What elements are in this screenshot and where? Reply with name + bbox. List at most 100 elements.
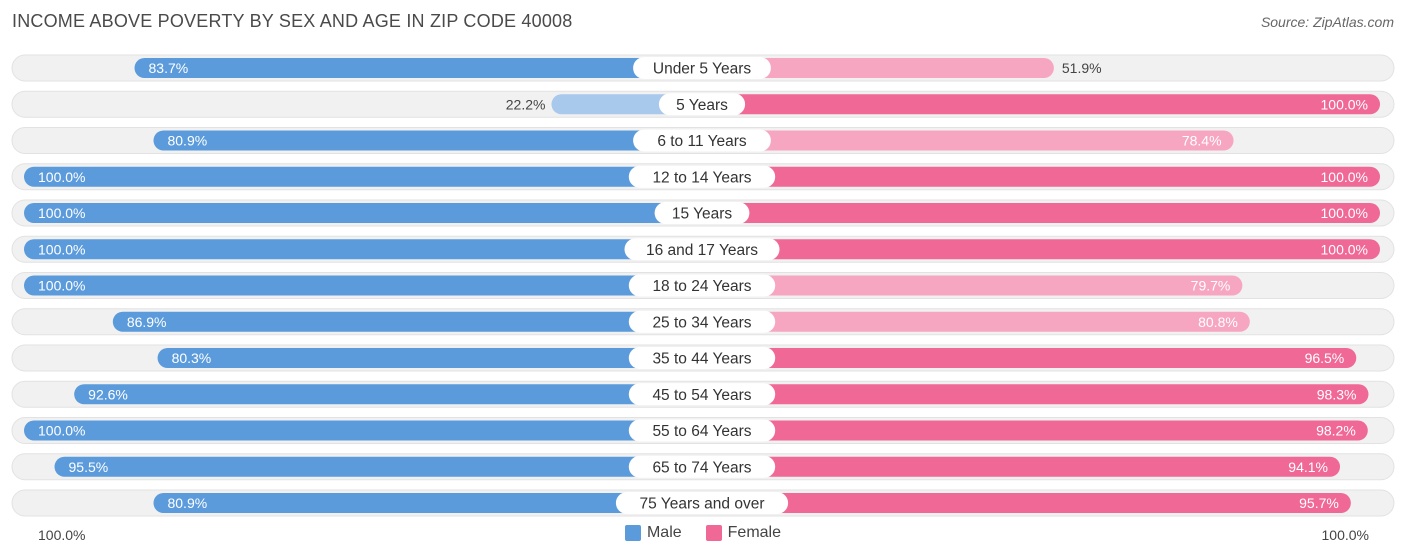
female-value-label: 98.2% [1316,423,1356,439]
female-value-label: 96.5% [1305,350,1345,366]
male-bar [24,239,702,260]
male-bar [24,203,702,223]
category-label: 25 to 34 Years [652,314,751,331]
category-label-pill [628,455,776,478]
female-value-label: 80.8% [1198,314,1238,330]
male-bar [134,58,702,78]
category-label: 75 Years and over [640,496,765,513]
female-value-label: 78.4% [1182,133,1222,149]
category-label-pill [633,57,771,79]
male-bar [24,420,702,441]
male-bar [157,348,703,368]
category-label-pill [624,238,780,261]
category-label: 6 to 11 Years [657,133,747,150]
female-value-label: 94.1% [1288,459,1328,475]
male-value-label: 100.0% [38,278,85,294]
legend: Male Female [0,524,1406,542]
chart-row: 92.6% 98.3% 45 to 54 Years [11,380,1395,408]
male-value-label: 100.0% [38,423,85,439]
female-bar [702,493,1351,513]
female-value-label: 100.0% [1321,169,1368,185]
category-label-pill [628,419,776,442]
legend-swatch-male [624,525,641,541]
male-value-label: 100.0% [38,205,85,221]
category-label: 18 to 24 Years [652,278,751,295]
female-bar [702,130,1234,151]
female-value-label: 95.7% [1299,495,1339,511]
category-label-pill [628,165,776,188]
category-label: 12 to 14 Years [652,169,751,186]
chart-row: 83.7% 51.9% Under 5 Years [11,54,1395,82]
male-value-label: 86.9% [127,314,167,330]
male-value-label: 80.9% [167,495,207,511]
category-label-pill [628,347,776,369]
female-bar [702,203,1380,223]
female-bar [702,348,1357,368]
female-bar [702,166,1380,187]
male-bar [153,493,703,513]
male-value-label: 80.9% [167,133,207,149]
female-bar [702,456,1340,477]
female-bar [702,94,1380,115]
chart-canvas: 83.7% 51.9% Under 5 Years 22.2% 100.0% 5 Year… [11,54,1395,517]
category-label: 35 to 44 Years [652,351,751,368]
female-bar [702,239,1380,260]
female-bar [702,384,1369,405]
chart-title: INCOME ABOVE POVERTY BY SEX AND AGE IN Z… [12,11,573,31]
axis-left-label: 100.0% [38,527,86,543]
category-label-pill [654,202,750,224]
chart-row: 86.9% 80.8% 25 to 34 Years [11,308,1395,336]
legend-swatch-female [705,525,722,541]
female-value-label: 100.0% [1321,241,1368,257]
category-label-pill [628,274,776,297]
category-label-pill [615,492,789,514]
chart-row: 100.0% 79.7% 18 to 24 Years [11,272,1395,299]
female-value-label: 100.0% [1321,205,1368,221]
category-label: 65 to 74 Years [652,459,751,476]
category-label-pill [628,310,776,333]
male-value-label: 95.5% [69,459,109,475]
category-label-pill [628,383,776,406]
male-bar [24,275,702,296]
male-value-label: 100.0% [38,169,85,185]
male-bar [74,384,702,405]
chart-row: 95.5% 94.1% 65 to 74 Years [11,453,1395,481]
category-label-pill [633,129,771,152]
category-label: 16 and 17 Years [646,242,758,259]
chart-row: 100.0% 100.0% 12 to 14 Years [11,163,1395,191]
female-bar [702,275,1243,296]
category-label: 45 to 54 Years [652,387,751,404]
category-label: 5 Years [676,97,728,114]
male-value-label: 22.2% [506,96,546,112]
chart-row: 22.2% 100.0% 5 Years [11,90,1395,118]
legend-label-male: Male [646,524,682,541]
legend-item-male: Male [624,524,682,542]
male-bar [153,130,703,151]
female-bar [702,58,1054,78]
female-bar [702,420,1368,441]
source-credit: Source: ZipAtlas.com [1260,14,1394,30]
chart-row: 80.3% 96.5% 35 to 44 Years [11,344,1395,372]
category-label-pill [658,93,746,116]
category-label: 15 Years [672,206,733,223]
female-value-label: 79.7% [1191,278,1231,294]
female-value-label: 51.9% [1062,60,1102,76]
chart-row: 100.0% 100.0% 16 and 17 Years [11,235,1395,263]
male-bar [24,166,702,187]
legend-label-female: Female [727,524,782,541]
male-value-label: 92.6% [88,386,128,402]
male-bar [54,456,702,477]
male-value-label: 100.0% [38,241,85,257]
axis-right-label: 100.0% [1321,527,1369,543]
male-value-label: 80.3% [172,350,212,366]
chart-row: 80.9% 95.7% 75 Years and over [11,489,1395,517]
male-bar [112,311,703,332]
chart-row: 100.0% 98.2% 55 to 64 Years [11,417,1395,444]
female-value-label: 98.3% [1317,386,1357,402]
category-label: 55 to 64 Years [652,423,751,440]
female-bar [702,311,1250,332]
legend-item-female: Female [705,524,782,542]
male-value-label: 83.7% [149,60,189,76]
chart-row: 100.0% 100.0% 15 Years [11,199,1395,227]
chart-row: 80.9% 78.4% 6 to 11 Years [11,127,1395,154]
